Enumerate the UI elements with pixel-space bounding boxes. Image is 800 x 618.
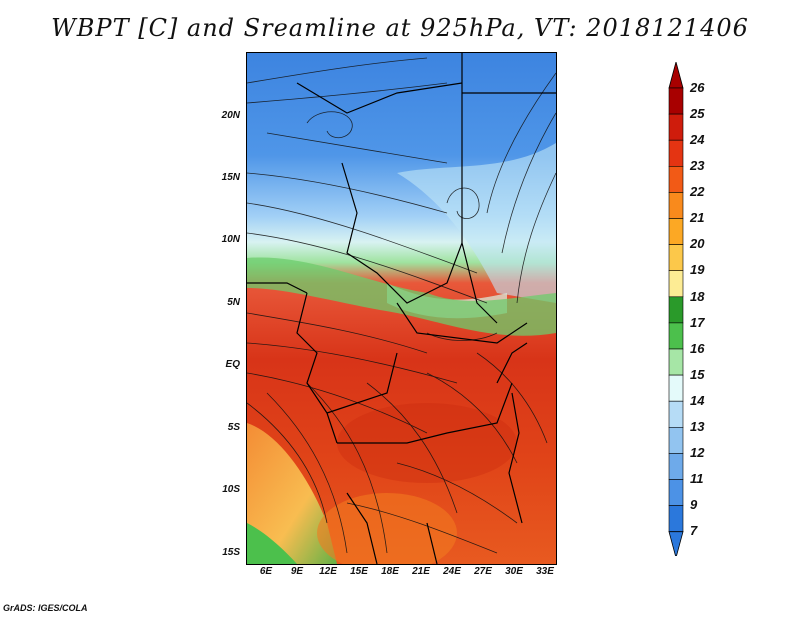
colorbar-label: 22 — [690, 184, 705, 199]
lon-label: 12E — [319, 566, 337, 577]
lat-label: 15S — [222, 547, 240, 558]
colorbar-label: 13 — [690, 419, 705, 434]
colorbar-swatch — [668, 479, 684, 506]
colorbar-swatch — [668, 87, 684, 115]
lon-label: 24E — [443, 566, 461, 577]
colorbar-label: 12 — [690, 445, 705, 460]
lon-label: 27E — [474, 566, 492, 577]
country-borders — [247, 53, 556, 564]
colorbar-swatch — [668, 244, 684, 272]
lon-label: 21E — [412, 566, 430, 577]
colorbar-swatch — [668, 505, 684, 533]
colorbar-label: 15 — [690, 367, 705, 382]
streamlines — [247, 57, 556, 554]
colorbar-label: 25 — [690, 106, 705, 121]
colorbar-label: 16 — [690, 341, 705, 356]
lon-label: 18E — [381, 566, 399, 577]
wbpt-field-map — [247, 53, 556, 564]
colorbar-swatch — [668, 166, 684, 193]
lat-label: 20N — [221, 110, 240, 121]
colorbar-label: 18 — [690, 289, 705, 304]
colorbar-label: 19 — [690, 262, 705, 277]
map-title: WBPT [C] and Sreamline at 925hPa, VT: 20… — [51, 14, 749, 42]
colorbar-label: 20 — [690, 236, 705, 251]
colorbar — [668, 62, 684, 556]
lat-label: EQ — [225, 359, 240, 370]
colorbar-swatch — [668, 426, 684, 454]
colorbar-label: 23 — [690, 158, 705, 173]
lon-label: 9E — [290, 566, 304, 577]
colorbar-swatch — [668, 218, 684, 245]
colorbar-swatch — [668, 139, 684, 167]
colorbar-swatch — [668, 322, 684, 350]
colorbar-swatch — [668, 113, 684, 141]
colorbar-swatch — [668, 296, 684, 324]
colorbar-label: 9 — [690, 497, 698, 512]
colorbar-label: 7 — [690, 523, 698, 538]
lat-label: 15N — [221, 172, 240, 183]
colorbar-label: 26 — [690, 80, 705, 95]
colorbar-swatch — [668, 374, 684, 402]
colorbar-label: 17 — [690, 315, 705, 330]
colorbar-label: 24 — [690, 132, 705, 147]
lat-label: 5N — [227, 297, 240, 308]
lon-label: 33E — [536, 566, 554, 577]
colorbar-swatch — [668, 400, 684, 428]
colorbar-label: 11 — [690, 471, 704, 486]
colorbar-label: 21 — [690, 210, 705, 225]
colorbar-bottom-arrow — [668, 531, 684, 556]
lat-label: 10N — [221, 234, 240, 245]
lon-label: 15E — [350, 566, 368, 577]
lat-label: 10S — [222, 484, 240, 495]
credit-label: GrADS: IGES/COLA — [3, 603, 88, 613]
colorbar-top-arrow — [668, 62, 684, 89]
colorbar-swatch — [668, 192, 684, 219]
colorbar-swatch — [668, 453, 684, 480]
lon-label: 30E — [505, 566, 523, 577]
lon-label: 6E — [259, 566, 273, 577]
map-frame — [246, 52, 557, 565]
lat-label: 5S — [227, 422, 240, 433]
colorbar-swatch — [668, 270, 684, 298]
colorbar-label: 14 — [690, 393, 705, 408]
colorbar-swatch — [668, 348, 684, 376]
